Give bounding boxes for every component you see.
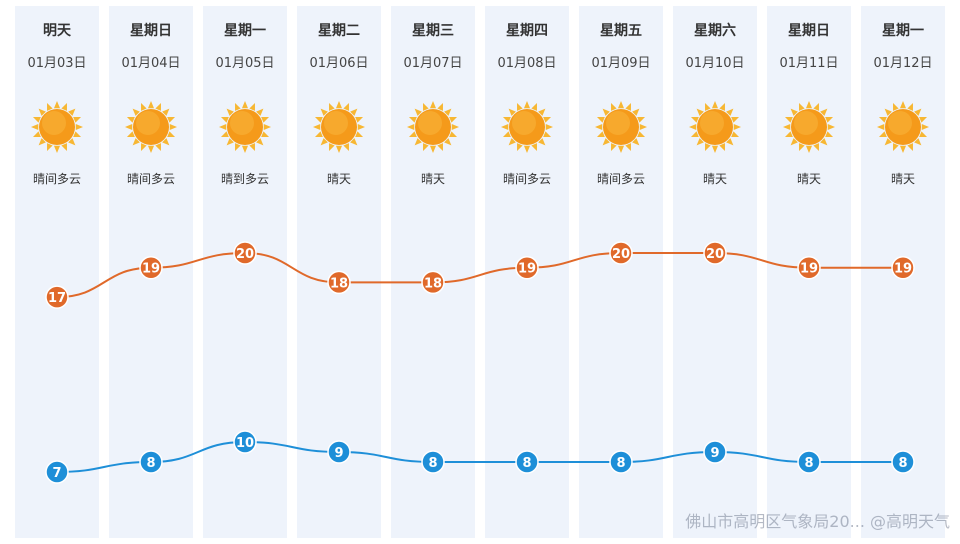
sun-icon [312,100,366,154]
watermark: 佛山市高明区气象局20... @高明天气 [685,512,950,531]
data-point [515,255,539,280]
data-label: 18 [424,276,442,291]
data-point [797,450,821,474]
data-point [515,450,539,474]
data-label: 8 [428,456,437,471]
day-label: 星期一 [882,23,924,39]
date-label: 01月07日 [403,56,463,71]
day-label: 星期四 [506,23,548,39]
condition-label: 晴间多云 [32,172,81,186]
data-label: 8 [804,456,813,471]
sun-icon [218,100,272,154]
condition-label: 晴间多云 [126,172,175,186]
data-point [139,450,163,474]
data-point [797,255,821,280]
data-point [891,450,915,474]
data-point [327,270,351,295]
date-label: 01月03日 [27,56,87,71]
data-label: 17 [48,291,66,306]
condition-label: 晴天 [702,172,727,186]
day-column [579,6,663,538]
date-label: 01月08日 [497,56,557,71]
data-label: 19 [518,262,536,277]
condition-label: 晴天 [420,172,445,186]
high-temp-line [56,251,903,299]
data-label: 8 [522,456,531,471]
day-column [15,6,99,538]
date-label: 01月06日 [309,56,369,71]
condition-label: 晴间多云 [502,172,551,186]
data-label: 8 [616,456,625,471]
data-point [421,270,445,295]
condition-label: 晴到多云 [220,172,269,186]
data-label: 8 [146,456,155,471]
day-label: 星期二 [318,23,360,39]
data-point [703,241,727,265]
sun-icon [594,100,648,154]
data-label: 18 [330,276,348,291]
date-label: 01月05日 [215,56,275,71]
day-label: 星期日 [788,23,830,39]
condition-label: 晴天 [890,172,915,186]
sun-icon [876,100,930,154]
condition-label: 晴天 [796,172,821,186]
data-label: 10 [236,436,254,451]
date-label: 01月04日 [121,56,181,71]
day-label: 明天 [43,23,71,39]
date-label: 01月11日 [779,56,839,71]
data-label: 19 [894,262,912,277]
condition-label: 晴天 [326,172,351,186]
data-point [609,241,633,265]
sun-icon [500,100,554,154]
sun-icon [30,100,84,154]
sun-icon [688,100,742,154]
data-label: 19 [800,262,818,277]
date-label: 01月09日 [591,56,651,71]
data-point [703,440,727,464]
data-label: 20 [236,247,254,262]
day-label: 星期六 [694,23,736,39]
data-point [609,450,633,474]
data-point [45,285,69,309]
sun-icon [124,100,178,154]
data-label: 7 [52,466,61,481]
data-point [139,255,163,280]
data-label: 20 [706,247,724,262]
day-label: 星期一 [224,23,266,39]
data-label: 9 [334,446,343,461]
condition-label: 晴间多云 [596,172,645,186]
data-point [421,450,445,474]
data-point [233,430,257,454]
day-label: 星期三 [412,23,454,39]
day-label: 星期日 [130,23,172,39]
date-label: 01月10日 [685,56,745,71]
data-point [233,241,257,265]
data-point [45,460,69,484]
date-label: 01月12日 [873,56,933,71]
data-point [327,440,351,464]
data-point [891,255,915,280]
data-label: 8 [898,456,907,471]
data-label: 9 [710,446,719,461]
sun-icon [782,100,836,154]
data-label: 20 [612,247,630,262]
low-temp-line [56,440,903,473]
day-label: 星期五 [600,23,642,39]
sun-icon [406,100,460,154]
data-label: 19 [142,262,160,277]
